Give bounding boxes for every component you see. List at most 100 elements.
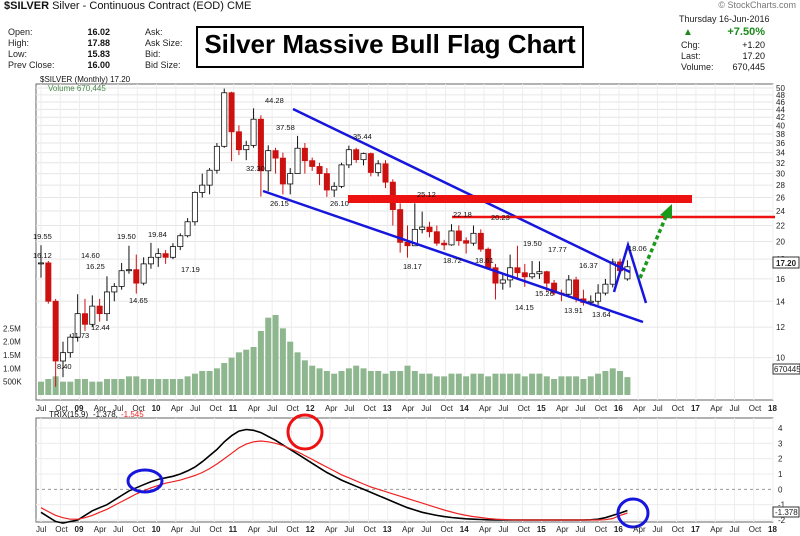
price-annotation: 16.25 — [86, 262, 105, 271]
last-volume-tag-text: 670445 — [774, 365, 800, 374]
candle-body — [206, 169, 213, 186]
candle-body — [448, 230, 455, 246]
candle-body — [338, 164, 345, 187]
volume-bar — [191, 373, 198, 395]
flag-pole — [612, 240, 648, 304]
volume-bar — [323, 371, 330, 395]
trix-y-tick: 0 — [778, 485, 783, 494]
x-axis-tick-lower: Jul — [190, 525, 200, 534]
price-annotation: 19.55 — [33, 232, 52, 241]
volume-bar — [375, 371, 382, 395]
volume-bar — [448, 373, 455, 395]
price-annotation: 19.84 — [148, 230, 167, 239]
price-annotation: 19.50 — [117, 232, 136, 241]
price-y-tick: 50 — [776, 84, 785, 93]
quote-change-pct: +7.50% — [727, 26, 765, 38]
price-annotation: 16.37 — [579, 261, 598, 270]
candle-body — [272, 150, 279, 159]
price-y-tick: 24 — [776, 207, 785, 216]
x-axis-tick: Jul — [652, 404, 662, 413]
lower-trendline — [262, 189, 644, 324]
x-axis-tick-lower: Oct — [286, 525, 299, 534]
candle-body — [228, 92, 235, 133]
price-y-tick: 34 — [776, 149, 785, 158]
volume-bar — [235, 352, 242, 395]
x-axis-tick: 17 — [691, 404, 700, 413]
instrument-name: Silver - Continuous Contract (EOD) — [52, 0, 224, 12]
candle-body — [477, 232, 484, 250]
projection-arrow-line — [638, 213, 669, 279]
volume-bar — [514, 373, 521, 395]
quote-last-value: 17.20 — [742, 51, 765, 61]
price-annotation: 18.61 — [475, 256, 494, 265]
price-annotation: 13.91 — [564, 306, 583, 315]
candle-body — [213, 145, 220, 171]
volume-bar — [536, 373, 543, 395]
volume-bar — [221, 363, 228, 395]
price-annotation: 17.77 — [548, 245, 567, 254]
x-axis-tick-lower: Apr — [710, 525, 723, 534]
price-y-tick: 22 — [776, 222, 785, 231]
candle-body — [536, 271, 543, 275]
x-axis-tick: Oct — [595, 404, 608, 413]
last-trix-tag — [772, 506, 800, 518]
quote-header: $SILVER Silver - Continuous Contract (EO… — [0, 0, 800, 80]
price-y-tick: 20 — [776, 238, 785, 247]
trix-low-circle-2010 — [126, 468, 164, 494]
x-axis-tick: Jul — [267, 404, 277, 413]
chart-title-box: Silver Massive Bull Flag Chart — [196, 26, 584, 68]
candle-body — [507, 267, 514, 281]
volume-bar — [573, 376, 580, 395]
volume-bar — [455, 373, 462, 395]
x-axis-tick-lower: 16 — [614, 525, 623, 534]
candle-body — [243, 144, 250, 151]
price-annotation: 22.18 — [453, 210, 472, 219]
candle-body — [89, 305, 96, 325]
x-axis-tick-lower: Jul — [36, 525, 46, 534]
price-annotation: 37.58 — [276, 123, 295, 132]
x-axis-tick-lower: Apr — [479, 525, 492, 534]
upper-trendline — [292, 107, 631, 274]
legend-trix-value: -1.378, — [93, 410, 118, 419]
candle-body — [521, 272, 528, 278]
price-y-tick: 48 — [776, 91, 785, 100]
price-y-tick: 10 — [776, 354, 785, 363]
x-axis-tick-lower: 12 — [306, 525, 315, 534]
price-y-tick: 12 — [776, 323, 785, 332]
candle-body — [382, 163, 389, 183]
price-annotation: 18.17 — [403, 262, 422, 271]
candle-body — [111, 285, 118, 293]
volume-axis-label: 1.0M — [3, 364, 21, 373]
x-axis-tick-lower: Jul — [267, 525, 277, 534]
candle-body — [301, 147, 308, 162]
candle-body — [103, 291, 110, 315]
volume-bar — [38, 381, 44, 395]
candle-body — [609, 261, 616, 285]
x-axis-tick-lower: Jul — [575, 525, 585, 534]
x-axis-tick-lower: Oct — [363, 525, 376, 534]
x-axis-tick-lower: Jul — [652, 525, 662, 534]
volume-bar — [257, 331, 264, 395]
x-axis-tick-lower: 15 — [537, 525, 546, 534]
change-icon-wrap: ▲ — [683, 27, 693, 38]
volume-bar — [89, 381, 96, 395]
volume-bar — [558, 376, 565, 395]
volume-bar — [228, 357, 235, 395]
candle-body — [235, 131, 242, 151]
volume-bar — [301, 360, 308, 395]
volume-bar — [367, 371, 374, 395]
x-axis-tick: Oct — [286, 404, 299, 413]
x-axis-tick: 18 — [768, 404, 777, 413]
x-axis-tick-lower: Oct — [518, 525, 531, 534]
price-annotation: 13.64 — [592, 310, 611, 319]
candle-body — [52, 300, 59, 362]
price-y-tick: 26 — [776, 194, 785, 203]
price-annotation: 11.73 — [71, 331, 89, 340]
candle-body — [345, 149, 352, 166]
volume-bar — [279, 328, 286, 395]
candle-body — [96, 305, 103, 315]
price-y-tick: 36 — [776, 139, 785, 148]
price-annotation: 15.26 — [535, 289, 554, 298]
volume-axis-label: 500K — [3, 378, 22, 387]
